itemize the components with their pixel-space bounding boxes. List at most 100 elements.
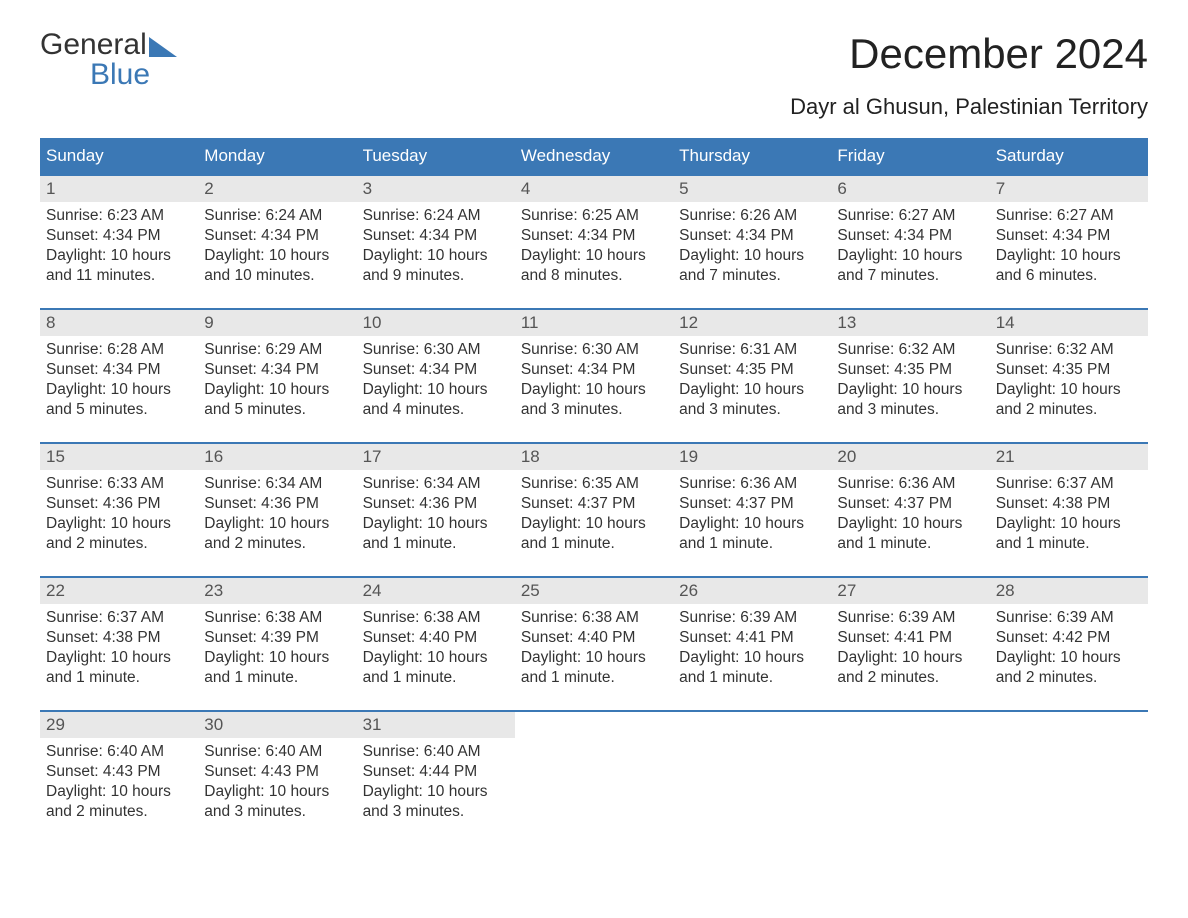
day-details: Sunrise: 6:36 AMSunset: 4:37 PMDaylight:… [673,470,831,555]
location-subtitle: Dayr al Ghusun, Palestinian Territory [40,94,1148,120]
calendar-cell: 22Sunrise: 6:37 AMSunset: 4:38 PMDayligh… [40,578,198,696]
daylight-text: Daylight: 10 hours [46,514,192,534]
daylight-text: and 1 minute. [679,668,825,688]
day-number: 9 [198,310,356,336]
logo-triangle-icon [149,37,177,57]
day-number: 8 [40,310,198,336]
daylight-text: and 1 minute. [679,534,825,554]
sunset-text: Sunset: 4:34 PM [46,360,192,380]
day-details: Sunrise: 6:27 AMSunset: 4:34 PMDaylight:… [831,202,989,287]
day-details: Sunrise: 6:33 AMSunset: 4:36 PMDaylight:… [40,470,198,555]
calendar-week: 1Sunrise: 6:23 AMSunset: 4:34 PMDaylight… [40,174,1148,294]
day-details: Sunrise: 6:38 AMSunset: 4:39 PMDaylight:… [198,604,356,689]
sunrise-text: Sunrise: 6:30 AM [363,340,509,360]
daylight-text: and 3 minutes. [204,802,350,822]
day-details: Sunrise: 6:30 AMSunset: 4:34 PMDaylight:… [515,336,673,421]
daylight-text: Daylight: 10 hours [204,514,350,534]
day-number-empty [831,712,989,738]
day-details: Sunrise: 6:26 AMSunset: 4:34 PMDaylight:… [673,202,831,287]
daylight-text: and 3 minutes. [837,400,983,420]
sunset-text: Sunset: 4:43 PM [46,762,192,782]
calendar-cell: 23Sunrise: 6:38 AMSunset: 4:39 PMDayligh… [198,578,356,696]
sunset-text: Sunset: 4:36 PM [204,494,350,514]
calendar-cell: 15Sunrise: 6:33 AMSunset: 4:36 PMDayligh… [40,444,198,562]
daylight-text: and 2 minutes. [46,802,192,822]
daylight-text: and 3 minutes. [363,802,509,822]
sunset-text: Sunset: 4:34 PM [996,226,1142,246]
calendar-cell [515,712,673,830]
day-number: 18 [515,444,673,470]
sunset-text: Sunset: 4:34 PM [521,226,667,246]
sunset-text: Sunset: 4:34 PM [363,226,509,246]
sunset-text: Sunset: 4:37 PM [679,494,825,514]
calendar-cell: 9Sunrise: 6:29 AMSunset: 4:34 PMDaylight… [198,310,356,428]
day-details: Sunrise: 6:37 AMSunset: 4:38 PMDaylight:… [40,604,198,689]
day-header: Sunday [40,138,198,174]
calendar-cell: 1Sunrise: 6:23 AMSunset: 4:34 PMDaylight… [40,176,198,294]
calendar-cell: 8Sunrise: 6:28 AMSunset: 4:34 PMDaylight… [40,310,198,428]
calendar-cell: 20Sunrise: 6:36 AMSunset: 4:37 PMDayligh… [831,444,989,562]
sunset-text: Sunset: 4:34 PM [204,360,350,380]
sunset-text: Sunset: 4:37 PM [837,494,983,514]
sunset-text: Sunset: 4:34 PM [521,360,667,380]
calendar-cell: 13Sunrise: 6:32 AMSunset: 4:35 PMDayligh… [831,310,989,428]
sunrise-text: Sunrise: 6:39 AM [679,608,825,628]
sunrise-text: Sunrise: 6:34 AM [204,474,350,494]
generalblue-logo: General Blue [40,30,177,90]
daylight-text: and 1 minute. [363,668,509,688]
day-header: Friday [831,138,989,174]
day-details: Sunrise: 6:34 AMSunset: 4:36 PMDaylight:… [198,470,356,555]
daylight-text: Daylight: 10 hours [363,514,509,534]
day-number: 6 [831,176,989,202]
sunset-text: Sunset: 4:35 PM [996,360,1142,380]
day-details: Sunrise: 6:40 AMSunset: 4:43 PMDaylight:… [198,738,356,823]
calendar-cell: 31Sunrise: 6:40 AMSunset: 4:44 PMDayligh… [357,712,515,830]
day-details: Sunrise: 6:29 AMSunset: 4:34 PMDaylight:… [198,336,356,421]
day-number: 25 [515,578,673,604]
sunrise-text: Sunrise: 6:24 AM [363,206,509,226]
day-number: 5 [673,176,831,202]
calendar-cell: 2Sunrise: 6:24 AMSunset: 4:34 PMDaylight… [198,176,356,294]
day-header: Tuesday [357,138,515,174]
day-number: 28 [990,578,1148,604]
sunrise-text: Sunrise: 6:37 AM [996,474,1142,494]
daylight-text: Daylight: 10 hours [363,782,509,802]
sunrise-text: Sunrise: 6:33 AM [46,474,192,494]
sunset-text: Sunset: 4:43 PM [204,762,350,782]
day-details: Sunrise: 6:31 AMSunset: 4:35 PMDaylight:… [673,336,831,421]
day-number: 10 [357,310,515,336]
calendar-cell: 3Sunrise: 6:24 AMSunset: 4:34 PMDaylight… [357,176,515,294]
day-number: 24 [357,578,515,604]
day-number-empty [673,712,831,738]
sunrise-text: Sunrise: 6:39 AM [837,608,983,628]
daylight-text: and 5 minutes. [46,400,192,420]
day-details: Sunrise: 6:36 AMSunset: 4:37 PMDaylight:… [831,470,989,555]
calendar-cell: 18Sunrise: 6:35 AMSunset: 4:37 PMDayligh… [515,444,673,562]
calendar-week: 29Sunrise: 6:40 AMSunset: 4:43 PMDayligh… [40,710,1148,830]
sunrise-text: Sunrise: 6:40 AM [46,742,192,762]
daylight-text: and 8 minutes. [521,266,667,286]
calendar-cell: 16Sunrise: 6:34 AMSunset: 4:36 PMDayligh… [198,444,356,562]
sunrise-text: Sunrise: 6:32 AM [996,340,1142,360]
calendar-cell: 14Sunrise: 6:32 AMSunset: 4:35 PMDayligh… [990,310,1148,428]
sunrise-text: Sunrise: 6:38 AM [204,608,350,628]
daylight-text: Daylight: 10 hours [837,514,983,534]
daylight-text: Daylight: 10 hours [46,782,192,802]
sunset-text: Sunset: 4:44 PM [363,762,509,782]
calendar-cell: 27Sunrise: 6:39 AMSunset: 4:41 PMDayligh… [831,578,989,696]
calendar-cell: 4Sunrise: 6:25 AMSunset: 4:34 PMDaylight… [515,176,673,294]
daylight-text: Daylight: 10 hours [996,648,1142,668]
day-details: Sunrise: 6:39 AMSunset: 4:41 PMDaylight:… [831,604,989,689]
day-number: 27 [831,578,989,604]
daylight-text: and 2 minutes. [996,400,1142,420]
day-number: 26 [673,578,831,604]
daylight-text: and 1 minute. [363,534,509,554]
calendar-cell: 17Sunrise: 6:34 AMSunset: 4:36 PMDayligh… [357,444,515,562]
day-header: Saturday [990,138,1148,174]
daylight-text: Daylight: 10 hours [46,380,192,400]
sunset-text: Sunset: 4:34 PM [204,226,350,246]
sunset-text: Sunset: 4:34 PM [46,226,192,246]
day-number: 4 [515,176,673,202]
day-number: 13 [831,310,989,336]
sunrise-text: Sunrise: 6:37 AM [46,608,192,628]
